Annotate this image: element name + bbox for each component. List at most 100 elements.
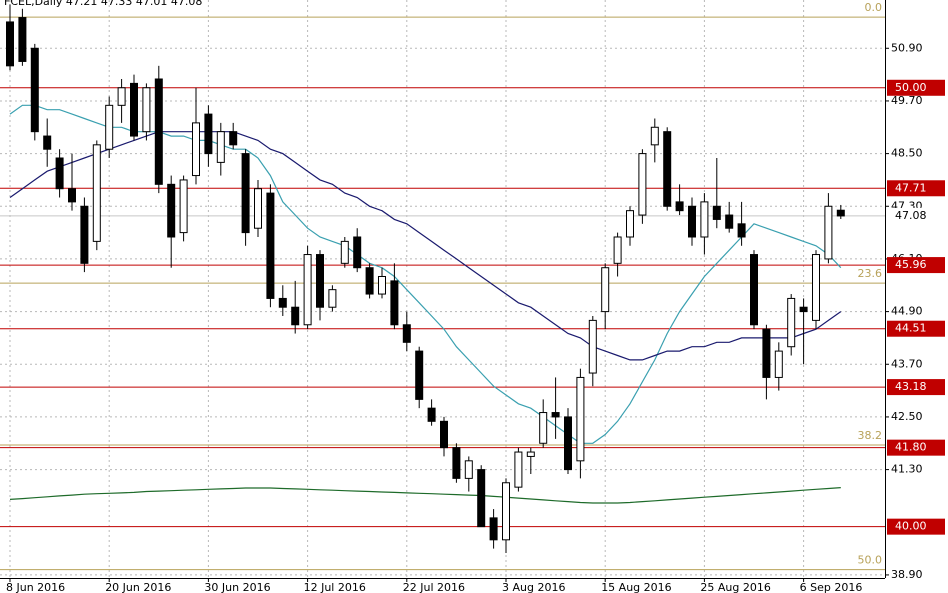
fib-label: 38.2 <box>858 429 883 442</box>
candle-body <box>464 460 473 479</box>
candle-body <box>43 135 52 150</box>
fib-label: 23.6 <box>858 267 883 280</box>
last-price-box <box>887 207 945 224</box>
y-tick-label: 48.50 <box>891 147 923 160</box>
candle-body <box>216 131 225 163</box>
y-tick-label: 41.30 <box>891 463 923 476</box>
candle-body <box>526 451 535 457</box>
candle-body <box>514 451 523 488</box>
candle-body <box>675 201 684 212</box>
candle-body <box>402 324 411 343</box>
level-label: 47.71 <box>895 181 927 194</box>
candle-body <box>812 254 820 321</box>
candle-body <box>415 350 424 400</box>
candle-body <box>105 104 114 150</box>
x-tick-label: 20 Jun 2016 <box>105 581 171 593</box>
candle-body <box>477 469 486 528</box>
candle-body <box>130 82 138 137</box>
candle-body <box>316 254 324 308</box>
candle-body <box>502 482 510 541</box>
candle-body <box>154 78 163 185</box>
candle-body <box>440 420 448 449</box>
y-tick-label: 44.90 <box>891 305 923 318</box>
candle-body <box>650 126 659 146</box>
candle-body <box>762 328 771 378</box>
level-box <box>887 439 945 456</box>
candle-body <box>18 17 27 62</box>
candle-body <box>390 280 399 326</box>
level-box <box>887 257 945 274</box>
candle-body <box>80 205 89 264</box>
candle-body <box>737 223 746 238</box>
y-tick-label: 42.50 <box>891 410 923 423</box>
level-label: 41.80 <box>895 441 927 454</box>
x-tick-label: 15 Aug 2016 <box>601 581 671 593</box>
candle-body <box>638 153 647 216</box>
candle-body <box>179 179 188 234</box>
candle-body <box>365 267 374 295</box>
level-label: 45.96 <box>895 258 927 271</box>
candle-body <box>55 157 64 190</box>
candle-body <box>266 192 275 299</box>
candle-body <box>142 87 151 133</box>
candle-body <box>712 205 721 220</box>
y-tick-label: 50.90 <box>891 41 923 54</box>
candle-body <box>254 188 262 229</box>
fib-label: 0.0 <box>865 1 883 14</box>
candle-body <box>92 144 101 242</box>
candle-body <box>663 131 672 207</box>
candle-body <box>278 297 287 308</box>
candle-body <box>241 153 250 234</box>
x-tick-label: 30 Jun 2016 <box>204 581 270 593</box>
x-tick-label: 6 Sep 2016 <box>800 581 863 593</box>
candle-body <box>626 210 634 238</box>
x-tick-label: 8 Jun 2016 <box>6 581 65 593</box>
candle-body <box>551 412 560 418</box>
moving-average <box>9 487 841 504</box>
candle-body <box>6 21 14 67</box>
y-tick-label: 38.90 <box>891 568 923 581</box>
candle-body <box>303 254 312 326</box>
candle-body <box>613 236 622 264</box>
candle-body <box>799 306 808 313</box>
candle-body <box>576 376 585 462</box>
fib-label: 50.0 <box>858 554 883 567</box>
level-box <box>887 320 945 337</box>
level-box <box>887 79 945 96</box>
level-label: 50.00 <box>895 81 927 94</box>
candle-body <box>787 297 796 348</box>
level-label: 43.18 <box>895 380 927 393</box>
candle-body <box>539 412 548 444</box>
x-tick-label: 12 Jul 2016 <box>304 581 366 593</box>
candle-body <box>774 350 783 378</box>
level-box <box>887 379 945 396</box>
candle-body <box>700 201 709 238</box>
x-tick-label: 22 Jul 2016 <box>403 581 465 593</box>
candle-body <box>588 319 597 374</box>
level-label: 40.00 <box>895 520 927 533</box>
candle-body <box>68 188 76 203</box>
candle-body <box>427 407 436 422</box>
candle-body <box>824 205 833 260</box>
y-tick-label: 49.70 <box>891 94 923 107</box>
y-tick-label: 43.70 <box>891 357 923 370</box>
level-box <box>887 518 945 535</box>
moving-average <box>9 131 842 361</box>
candle-body <box>117 87 126 106</box>
candle-body <box>489 517 498 541</box>
x-tick-label: 3 Aug 2016 <box>502 581 565 593</box>
chart-title: FCEL,Daily 47.21 47.33 47.01 47.08 <box>4 0 202 8</box>
candle-body <box>340 240 349 264</box>
candle-body <box>167 183 176 238</box>
candle-body <box>688 205 696 238</box>
candle-body <box>750 254 758 326</box>
candle-body <box>452 447 461 479</box>
last-price-label: 47.08 <box>895 209 927 222</box>
candle-body <box>353 236 362 269</box>
candle-body <box>291 306 300 326</box>
x-tick-label: 25 Aug 2016 <box>700 581 770 593</box>
candle-body <box>378 275 386 295</box>
candle-body <box>564 416 572 471</box>
